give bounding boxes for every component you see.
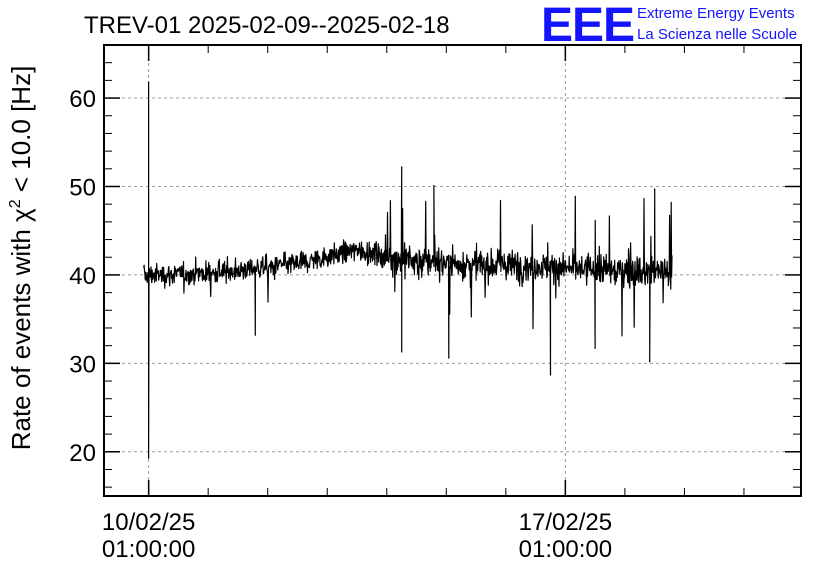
series-point	[148, 81, 150, 83]
series-point	[401, 351, 403, 353]
y-tick-label: 30	[69, 351, 96, 378]
series-point	[549, 374, 552, 376]
y-tick-label: 60	[69, 86, 96, 113]
y-axis-ticks: 20 30 40 50 60	[69, 44, 801, 488]
logo-line-2: La Scienza nelle Scuole	[637, 26, 797, 43]
y-tick-label: 40	[69, 263, 96, 290]
y-axis-label: Rate of events with χ2 < 10.0 [Hz]	[6, 66, 36, 451]
series-point	[401, 166, 403, 168]
logo-mark: EEE	[541, 0, 634, 52]
series-point	[649, 360, 651, 363]
y-axis-label-superscript: 2	[7, 199, 24, 208]
y-tick-label: 20	[69, 440, 96, 467]
series-point	[594, 347, 596, 349]
y-tick-label: 50	[69, 174, 96, 201]
x-tick-label-date: 17/02/25	[519, 509, 612, 536]
x-tick-label-date: 10/02/25	[102, 509, 195, 536]
plot-frame	[103, 44, 802, 497]
y-axis-label-suffix: < 10.0 [Hz]	[6, 66, 36, 200]
series-point	[254, 334, 256, 336]
x-tick-label-time: 01:00:00	[519, 536, 612, 563]
series-rate	[143, 81, 673, 459]
y-axis-label-symbol: χ	[6, 208, 36, 222]
series-point	[448, 357, 450, 359]
chart-title: TREV-01 2025-02-09--2025-02-18	[84, 12, 450, 39]
logo-line-1: Extreme Energy Events	[637, 5, 795, 22]
series-point	[148, 457, 150, 459]
x-tick-label-time: 01:00:00	[102, 536, 195, 563]
eee-logo: EEE Extreme Energy Events La Scienza nel…	[541, 0, 797, 52]
series-line	[143, 81, 673, 459]
y-axis-label-prefix: Rate of events with	[6, 222, 36, 450]
series-point	[433, 185, 435, 187]
series-point	[654, 188, 656, 190]
